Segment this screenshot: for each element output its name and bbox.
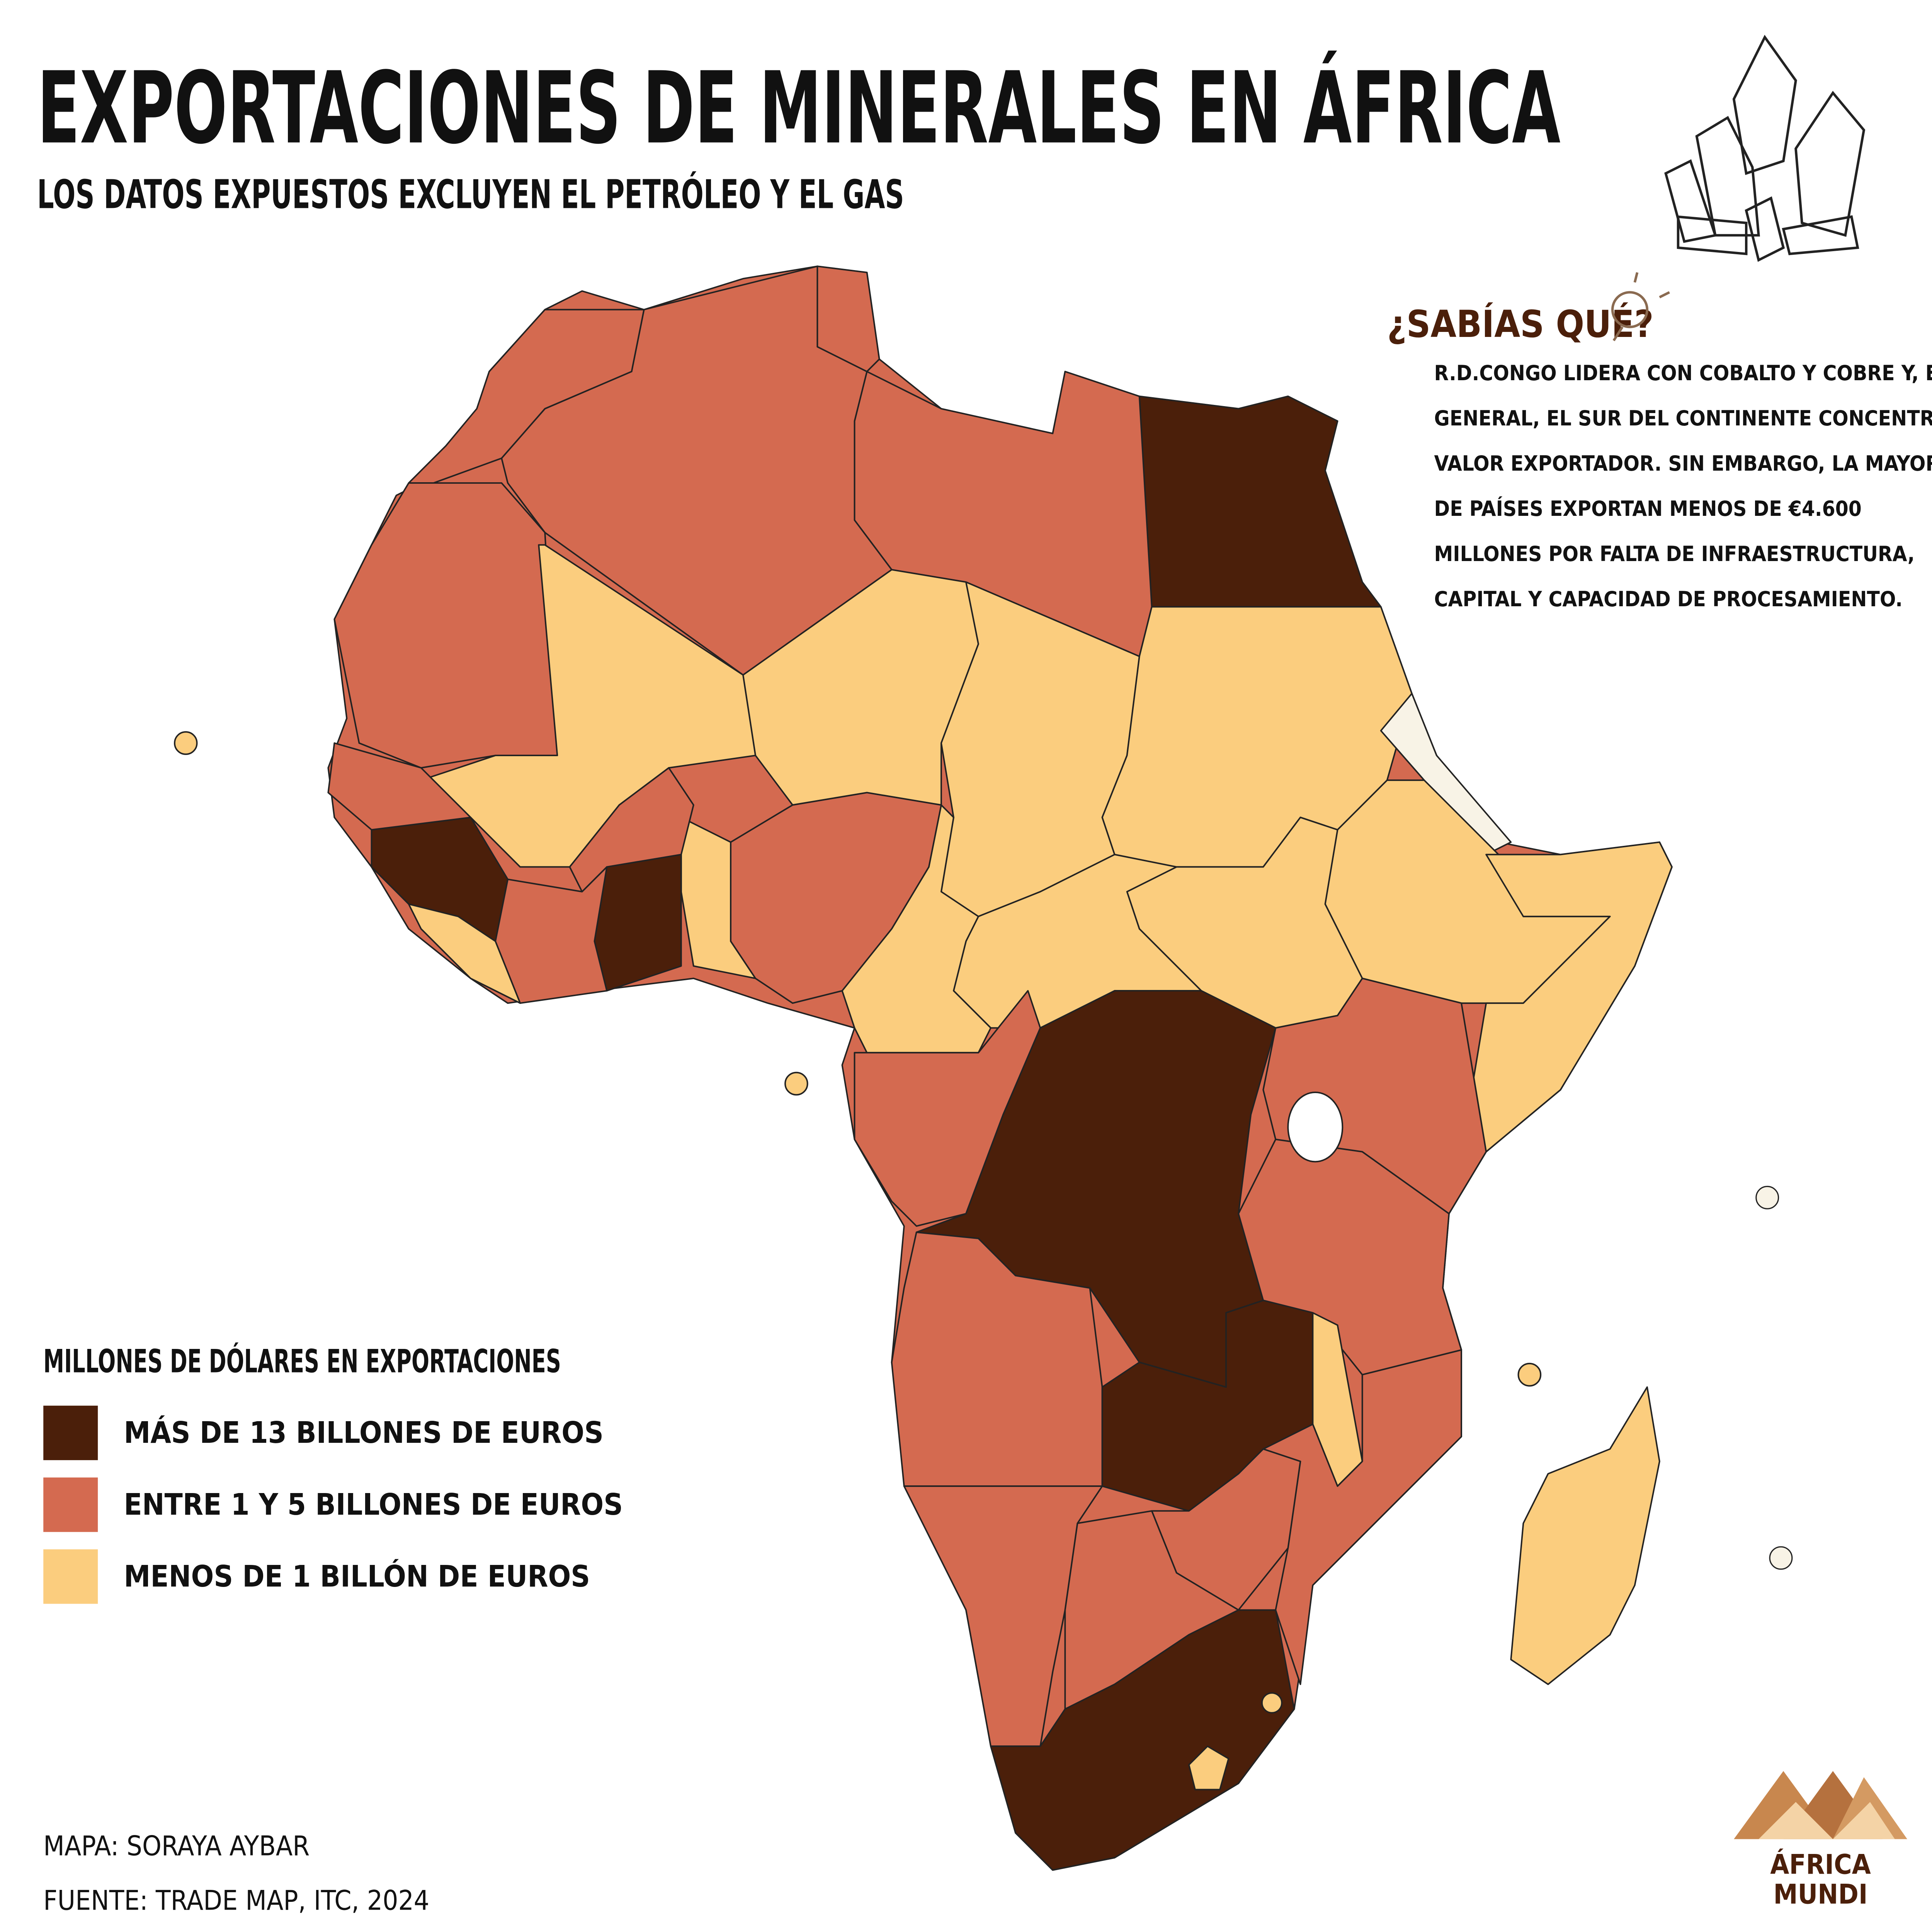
logo: ÁFRICA MUNDI: [1734, 1771, 1907, 1910]
did-you-know-line: MILLONES POR FALTA DE INFRAESTRUCTURA,: [1434, 541, 1915, 566]
country: [1769, 1546, 1793, 1570]
country: [327, 742, 471, 831]
country: [990, 1609, 1295, 1871]
did-you-know-line: CAPITAL Y CAPACIDAD DE PROCESAMIENTO.: [1434, 587, 1903, 611]
country: [174, 731, 198, 755]
country: [1188, 1745, 1230, 1791]
did-you-know-heading: ¿SABÍAS QUÉ?: [1387, 302, 1654, 346]
country: [594, 854, 682, 992]
did-you-know-line: R.D.CONGO LIDERA CON COBALTO Y COBRE Y, …: [1434, 361, 1932, 385]
country: [1261, 1692, 1283, 1714]
country: [333, 482, 558, 769]
credit: MAPA: SORAYA AYBAR: [43, 1830, 310, 1862]
did-you-know-text: R.D.CONGO LIDERA CON COBALTO Y COBRE Y, …: [1434, 361, 1932, 611]
country: [1262, 1349, 1462, 1685]
country: [1517, 1362, 1542, 1387]
map: [174, 265, 1793, 1871]
legend-swatch: [43, 1405, 98, 1460]
country: [903, 1485, 1103, 1747]
crystal-icon: [1664, 34, 1866, 262]
did-you-know-line: DE PAÍSES EXPORTAN MENOS DE €4.600: [1434, 496, 1862, 521]
legend-swatch: [43, 1549, 98, 1604]
bulb-icon: [1611, 272, 1670, 342]
title: EXPORTACIONES DE MINERALES EN ÁFRICA: [37, 49, 1561, 166]
country: [816, 265, 880, 372]
country: [742, 569, 979, 806]
legend: MÁS DE 13 BILLONES DE EUROS ENTRE 1 Y 5 B…: [43, 1405, 623, 1604]
lake: [1287, 1092, 1344, 1163]
country: [1510, 1386, 1660, 1685]
logo-text: ÁFRICA: [1770, 1848, 1871, 1880]
logo-text: MUNDI: [1774, 1878, 1868, 1910]
legend-label: MÁS DE 13 BILLONES DE EUROS: [124, 1415, 604, 1450]
legend-title: MILLONES DE DÓLARES EN EXPORTACIONES: [43, 1342, 561, 1380]
country: [408, 903, 521, 1004]
legend-swatch: [43, 1477, 98, 1532]
country: [784, 1071, 808, 1096]
country: [408, 309, 645, 484]
country: [1755, 1185, 1779, 1209]
country: [1262, 978, 1487, 1214]
did-you-know-line: GENERAL, EL SUR DEL CONTINENTE CONCENTRA: [1434, 406, 1932, 430]
subtitle: LOS DATOS EXPUESTOS EXCLUYEN EL PETRÓLEO…: [37, 170, 904, 218]
did-you-know-line: VALOR EXPORTADOR. SIN EMBARGO, LA MAYORÍ…: [1434, 451, 1932, 476]
credit: FUENTE: TRADE MAP, ITC, 2024: [43, 1884, 429, 1916]
legend-label: ENTRE 1 Y 5 BILLONES DE EUROS: [124, 1488, 623, 1522]
legend-label: MENOS DE 1 BILLÓN DE EUROS: [124, 1559, 590, 1594]
